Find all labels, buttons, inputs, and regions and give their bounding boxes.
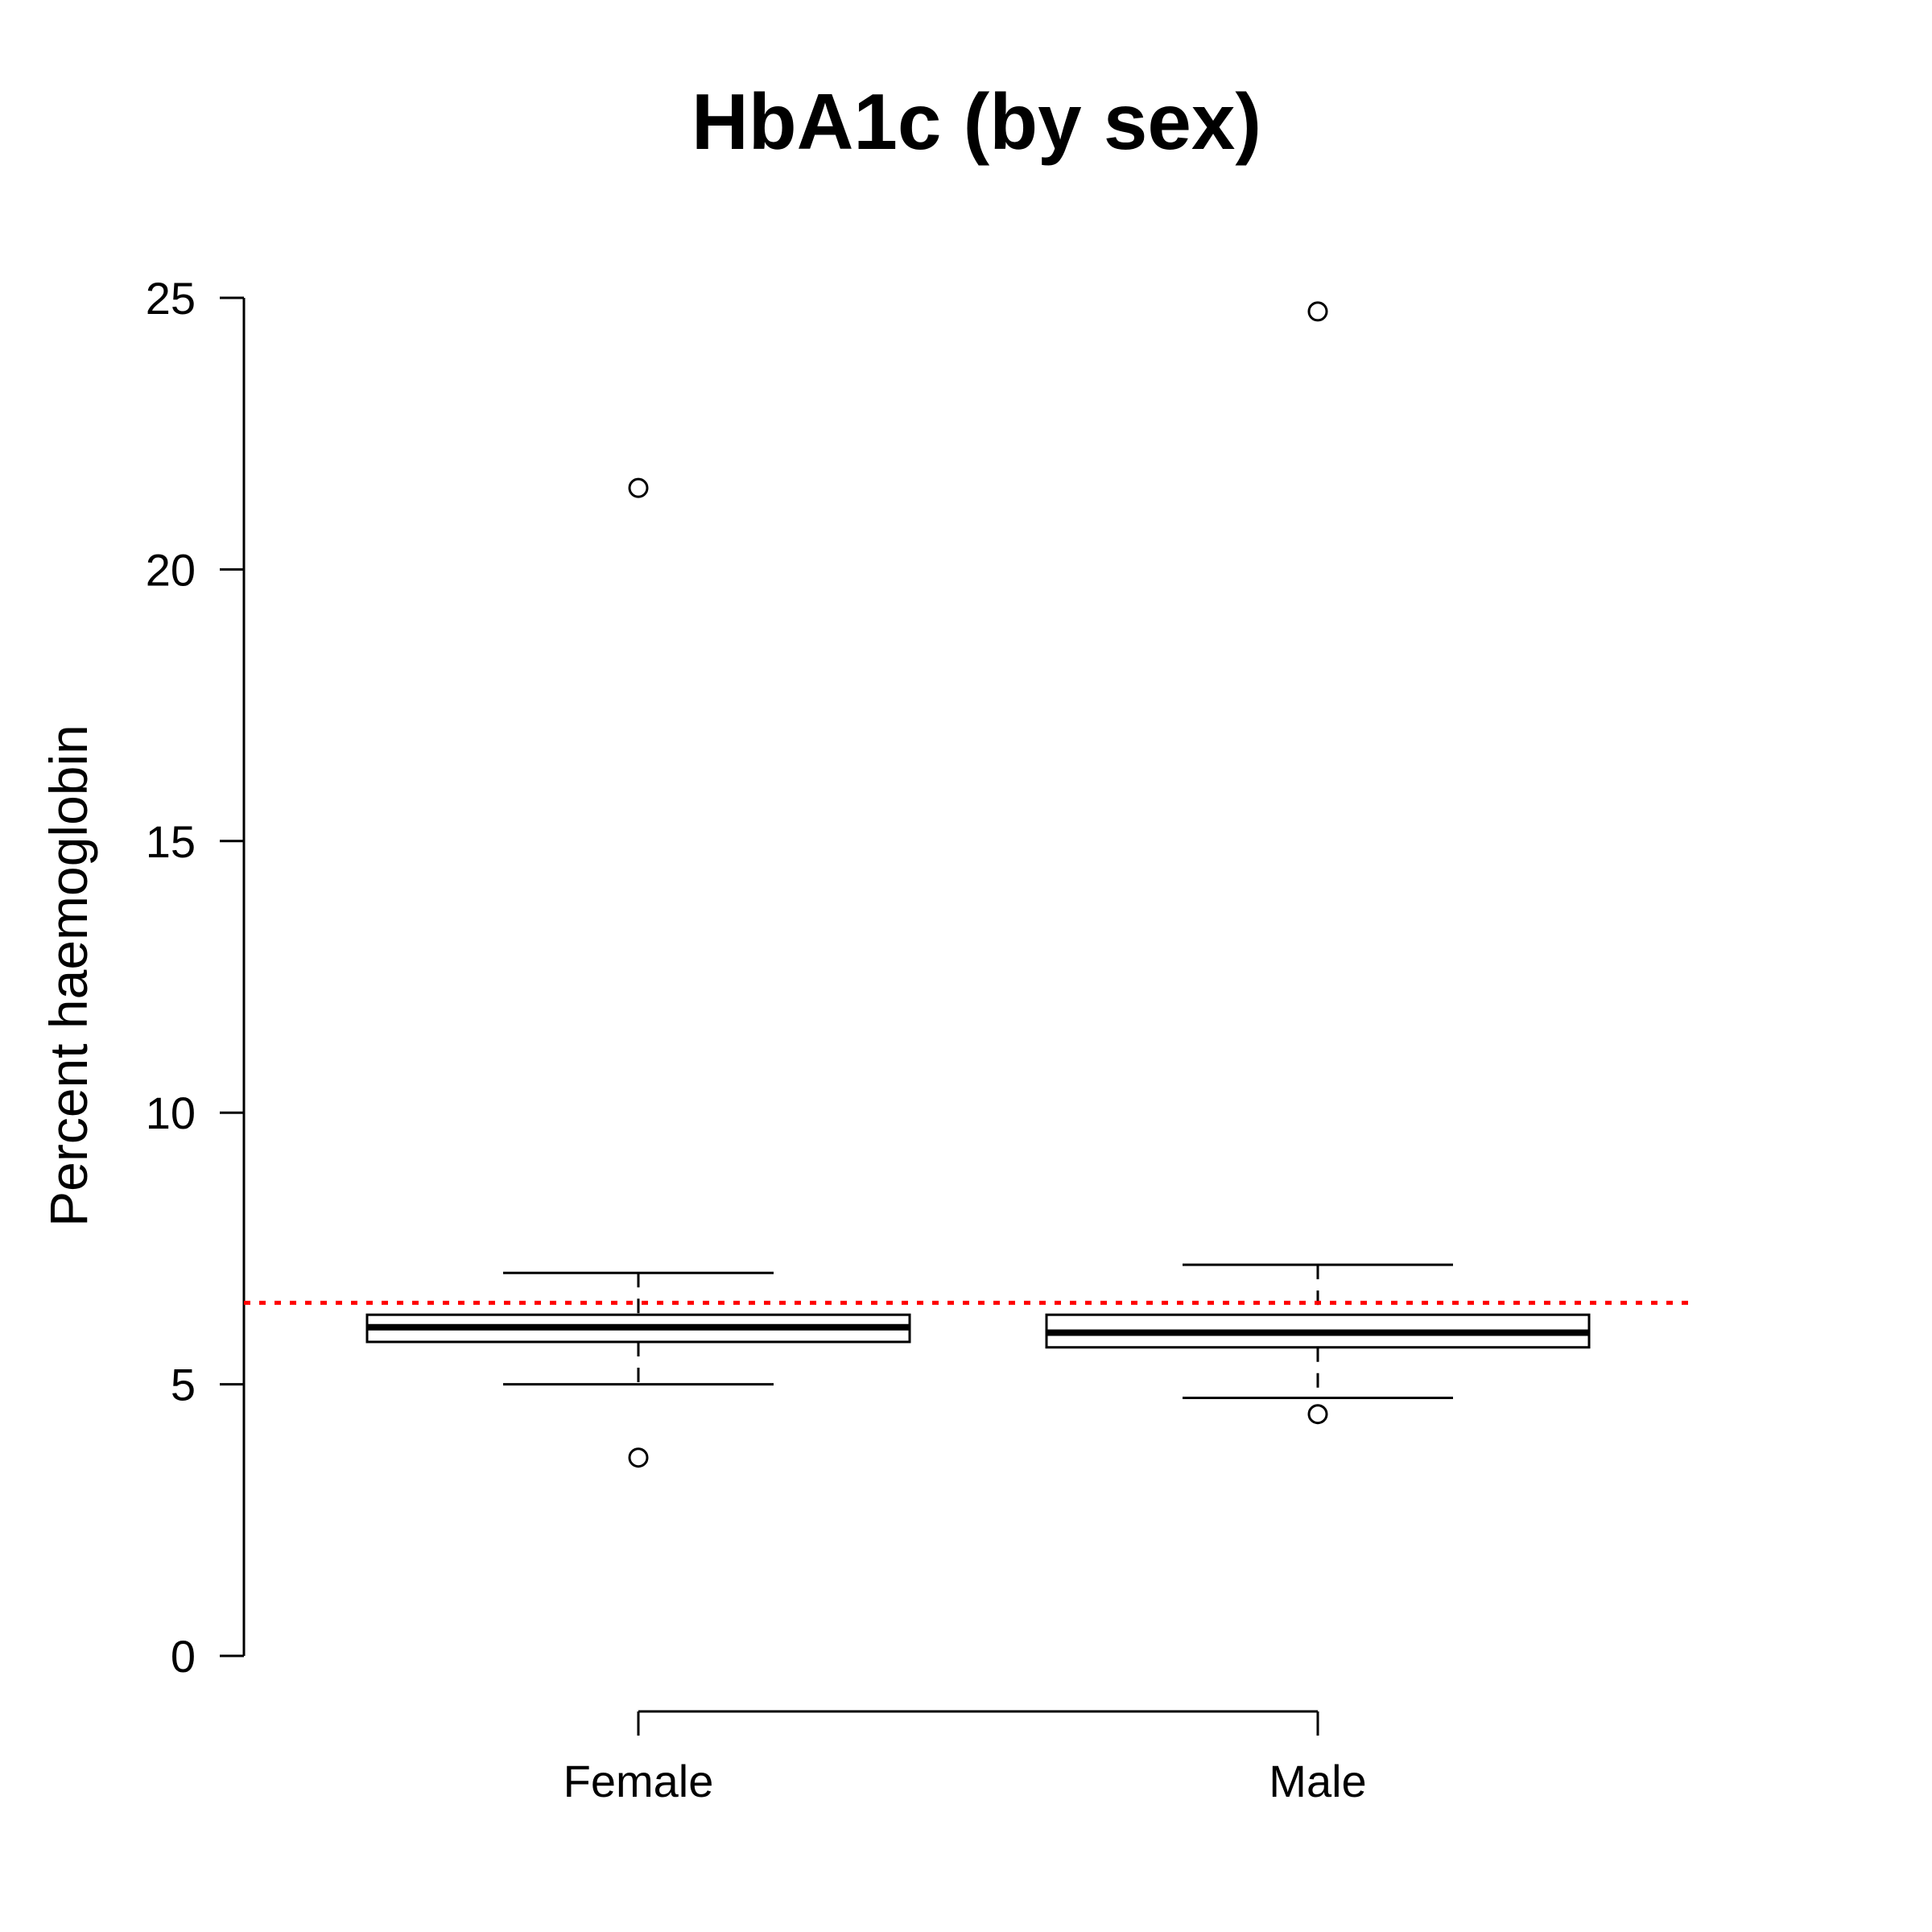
box-group-female [365, 477, 911, 1468]
y-tick-label: 0 [171, 1631, 196, 1682]
chart-title: HbA1c (by sex) [691, 77, 1261, 166]
outlier-point [1307, 1404, 1328, 1425]
x-tick-label: Male [1269, 1756, 1366, 1806]
y-tick-label: 25 [146, 273, 196, 324]
outlier-point [628, 477, 649, 498]
y-tick-label: 15 [146, 816, 196, 867]
y-axis: 0 5 10 15 20 25 [146, 273, 246, 1682]
box-group-male [1045, 301, 1591, 1425]
x-tick-label: Female [564, 1756, 714, 1806]
y-tick-label: 5 [171, 1360, 196, 1410]
y-tick-label: 10 [146, 1088, 196, 1138]
boxes [365, 301, 1591, 1468]
y-axis-label: Percent haemoglobin [39, 724, 98, 1227]
outlier-point [1307, 301, 1328, 322]
outlier-point [628, 1447, 649, 1468]
x-axis: Female Male [564, 1710, 1367, 1806]
y-tick-label: 20 [146, 544, 196, 595]
